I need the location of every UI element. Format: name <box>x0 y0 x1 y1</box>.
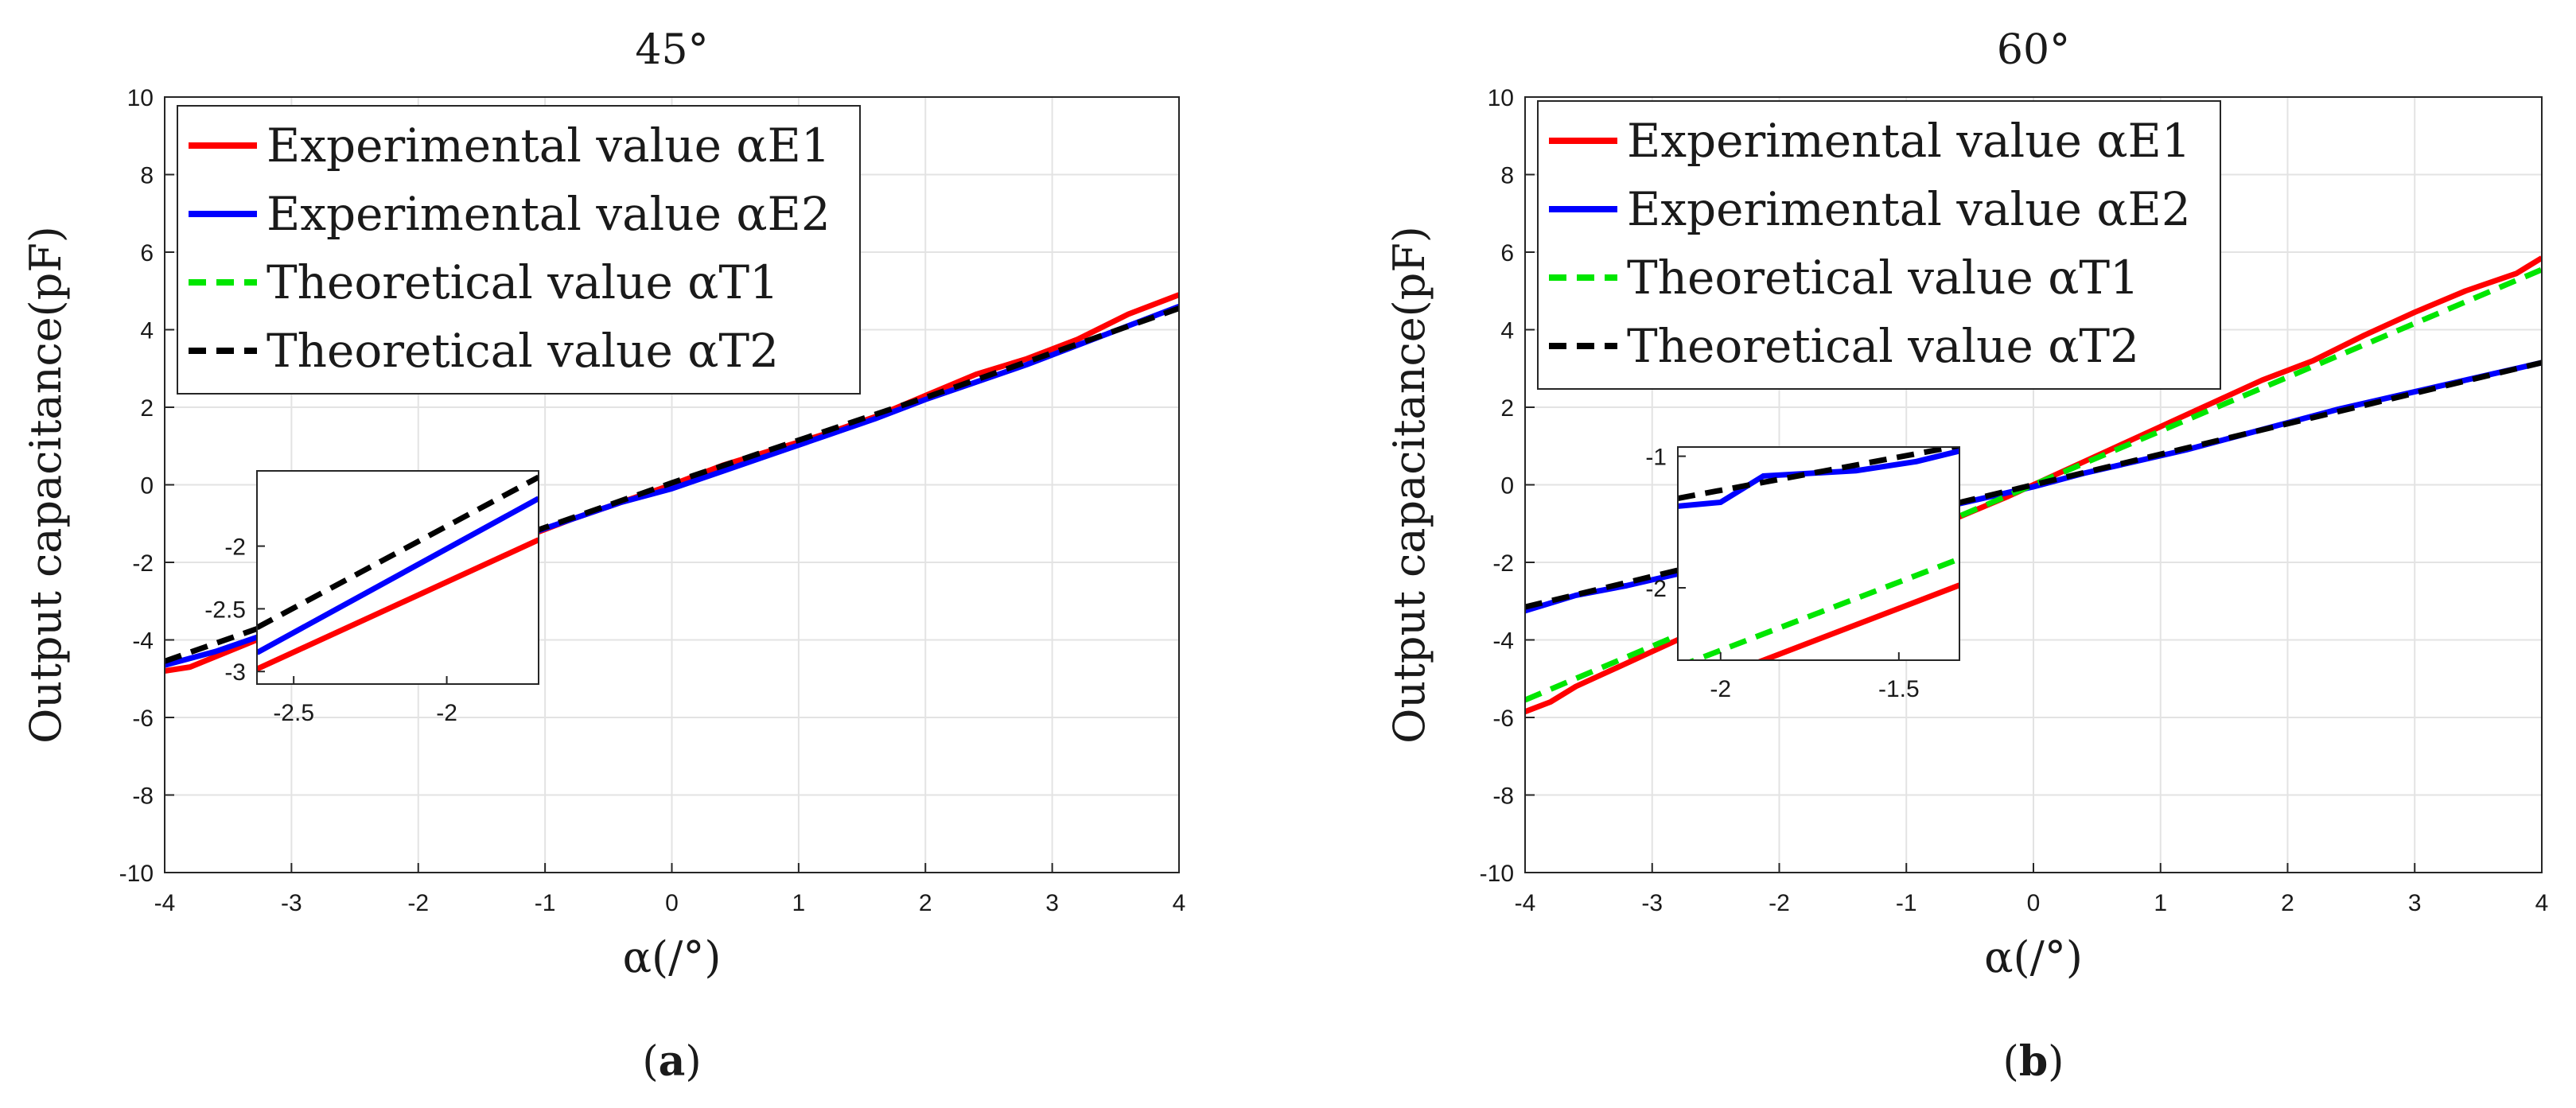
x-tick-label: 2 <box>919 890 932 916</box>
legend-label-4: Theoretical value αT2 <box>1627 319 2139 373</box>
legend-label-3: Theoretical value αT1 <box>267 255 779 309</box>
x-tick-label: 4 <box>1173 890 1186 916</box>
x-axis-label: α(/°) <box>623 932 722 982</box>
inset-y-tick-label: -2.5 <box>204 597 246 623</box>
y-tick-label: 4 <box>140 318 154 344</box>
inset-zoom: -2 -1.5 -2 -1 <box>1645 445 1960 702</box>
legend-label-1: Experimental value αE1 <box>267 119 831 173</box>
legend: Experimental value αE1 Experimental value… <box>177 105 861 395</box>
x-tick-label: 0 <box>2027 890 2041 916</box>
legend-label-3: Theoretical value αT1 <box>1627 251 2139 305</box>
caption-close: ) <box>2048 1038 2064 1086</box>
figure-caption: (b) <box>2003 1037 2064 1086</box>
y-tick-label: 0 <box>140 473 154 500</box>
y-tick-label: -2 <box>132 550 154 577</box>
x-tick-label: -1 <box>535 890 556 916</box>
y-tick-label: -2 <box>1492 550 1514 577</box>
y-tick-label: 8 <box>1500 163 1514 189</box>
caption-letter: b <box>2019 1037 2048 1086</box>
inset-series-line-1 <box>1756 582 1959 660</box>
x-tick-label: 3 <box>1045 890 1059 916</box>
x-tick-label: -1 <box>1896 890 1917 916</box>
y-tick-label: 4 <box>1500 318 1514 344</box>
x-tick-label: -3 <box>1641 890 1663 916</box>
y-tick-label: -6 <box>1492 706 1514 732</box>
caption-open: ( <box>2003 1038 2019 1086</box>
y-tick-label: -8 <box>132 783 154 810</box>
legend-label-2: Experimental value αE2 <box>267 187 831 241</box>
inset-box <box>256 470 539 685</box>
x-tick-label: 0 <box>665 890 679 916</box>
inset-x-tick-label: -2.5 <box>273 700 314 726</box>
chart-title: 60° <box>1997 26 2070 74</box>
inset-series-line-2 <box>257 496 539 655</box>
inset-series-line-3 <box>1687 556 1959 660</box>
chart-title: 45° <box>635 26 708 74</box>
inset-x-tick-label: -2 <box>436 700 457 726</box>
x-axis-label: α(/°) <box>1984 932 2083 982</box>
y-tick-label: -4 <box>1492 628 1514 655</box>
inset-y-tick-label: -3 <box>224 659 246 686</box>
inset-y-tick-label: -2 <box>1645 576 1667 602</box>
y-tick-label: 2 <box>1500 395 1514 422</box>
y-axis-label: Output capacitance(pF) <box>21 226 71 744</box>
y-tick-label: 2 <box>140 395 154 422</box>
x-tick-label: -4 <box>1515 890 1536 916</box>
legend-box <box>1537 100 2221 390</box>
y-tick-label: 6 <box>1500 240 1514 266</box>
chart-a: -4 -3 -2 -1 0 1 2 3 4-10-8-6-4-2024681045°α(/°)O… <box>21 26 1185 1086</box>
x-tick-label: -3 <box>281 890 302 916</box>
inset-y-tick-label: -2 <box>224 535 246 561</box>
figure-caption: (a) <box>642 1037 701 1086</box>
inset-box <box>1677 446 1960 661</box>
y-tick-label: 10 <box>127 85 154 111</box>
x-tick-label: 1 <box>792 890 806 916</box>
x-tick-label: 1 <box>2154 890 2167 916</box>
inset-y-tick-label: -1 <box>1645 445 1667 471</box>
legend: Experimental value αE1 Experimental value… <box>1537 100 2221 390</box>
inset-series-line-2 <box>1678 448 1959 509</box>
inset-background <box>1678 447 1959 660</box>
y-tick-label: -8 <box>1492 783 1514 810</box>
y-axis-label: Output capacitance(pF) <box>1384 226 1434 744</box>
inset-x-tick-label: -2 <box>1710 676 1731 702</box>
caption-letter: a <box>659 1037 686 1086</box>
inset-series-line-1 <box>257 537 539 672</box>
x-tick-label: -4 <box>154 890 176 916</box>
caption-open: ( <box>642 1038 658 1086</box>
legend-label-2: Experimental value αE2 <box>1627 182 2191 236</box>
x-tick-label: -2 <box>407 890 429 916</box>
y-tick-label: 10 <box>1488 85 1514 111</box>
y-tick-label: -4 <box>132 628 154 655</box>
y-tick-label: 6 <box>140 240 154 266</box>
y-tick-label: -6 <box>132 706 154 732</box>
legend-box <box>177 105 861 395</box>
x-tick-label: 4 <box>2535 890 2549 916</box>
inset-x-tick-label: -1.5 <box>1878 676 1920 702</box>
legend-label-1: Experimental value αE1 <box>1627 114 2191 168</box>
caption-close: ) <box>685 1038 701 1086</box>
chart-b: -4 -3 -2 -1 0 1 2 3 4-10-8-6-4-2024681060°α(/°)O… <box>1384 26 2548 1086</box>
inset-series-line-4 <box>257 474 539 631</box>
inset-zoom: -2.5 -2 -3 -2.5 -2 <box>204 470 539 726</box>
x-tick-label: 2 <box>2281 890 2294 916</box>
inset-series-line-4 <box>1678 447 1959 501</box>
y-tick-label: 0 <box>1500 473 1514 500</box>
y-tick-label: -10 <box>1480 861 1514 887</box>
x-tick-label: -2 <box>1769 890 1790 916</box>
legend-label-4: Theoretical value αT2 <box>267 324 779 378</box>
y-tick-label: 8 <box>140 163 154 189</box>
x-tick-label: 3 <box>2408 890 2422 916</box>
y-tick-label: -10 <box>119 861 154 887</box>
